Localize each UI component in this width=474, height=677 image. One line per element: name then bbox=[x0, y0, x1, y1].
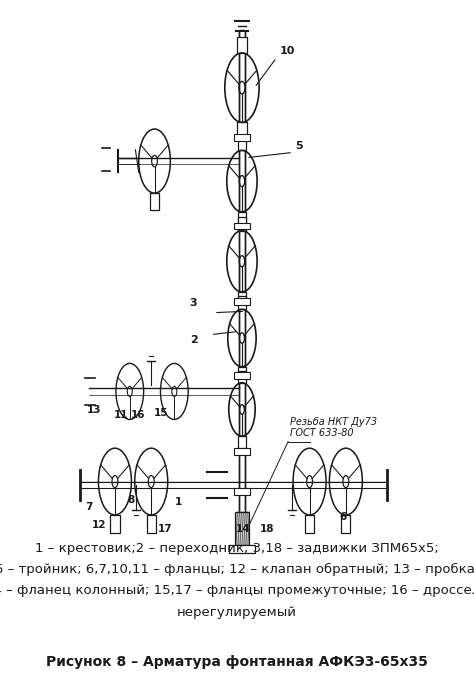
Bar bbox=[341, 515, 350, 533]
Bar bbox=[146, 515, 156, 533]
Bar bbox=[237, 217, 246, 230]
Text: 14 – фланец колонный; 15,17 – фланцы промежуточные; 16 – дроссель: 14 – фланец колонный; 15,17 – фланцы про… bbox=[0, 584, 474, 597]
Bar bbox=[150, 193, 159, 210]
Text: Резьба НКТ Ду73
ГОСТ 633-80: Резьба НКТ Ду73 ГОСТ 633-80 bbox=[290, 416, 377, 438]
Text: 5: 5 bbox=[295, 141, 302, 151]
Bar bbox=[237, 292, 246, 306]
Bar bbox=[238, 371, 246, 383]
Text: 12: 12 bbox=[92, 520, 106, 529]
Bar bbox=[235, 512, 249, 545]
Bar bbox=[110, 515, 119, 533]
Text: 11: 11 bbox=[114, 410, 128, 420]
Bar bbox=[234, 223, 250, 230]
Text: 7: 7 bbox=[85, 502, 93, 512]
Bar bbox=[229, 545, 255, 553]
Text: 3: 3 bbox=[190, 298, 197, 308]
Text: 15: 15 bbox=[154, 408, 168, 418]
Text: 1 – крестовик;2 – переходник; 3,18 – задвижки ЗПМ65х5;: 1 – крестовик;2 – переходник; 3,18 – зад… bbox=[35, 542, 439, 554]
Bar bbox=[238, 436, 246, 448]
Bar bbox=[305, 515, 314, 533]
Text: 1: 1 bbox=[174, 497, 182, 507]
Bar bbox=[234, 372, 250, 378]
Text: 16: 16 bbox=[131, 410, 146, 420]
Text: Рисунок 8 – Арматура фонтанная АФКЭ3-65х35: Рисунок 8 – Арматура фонтанная АФКЭ3-65х… bbox=[46, 655, 428, 669]
Bar bbox=[234, 134, 250, 141]
Text: 10: 10 bbox=[280, 46, 295, 56]
Bar bbox=[238, 367, 246, 380]
Bar bbox=[238, 31, 245, 519]
Bar bbox=[234, 488, 250, 495]
Bar bbox=[237, 37, 247, 53]
Text: 13: 13 bbox=[87, 405, 102, 415]
Bar bbox=[237, 123, 247, 138]
Bar bbox=[237, 137, 246, 150]
Bar bbox=[234, 448, 250, 455]
Text: нерегулируемый: нерегулируемый bbox=[177, 606, 297, 619]
Bar bbox=[238, 297, 246, 309]
Bar bbox=[237, 212, 246, 225]
Text: 5 – тройник; 6,7,10,11 – фланцы; 12 – клапан обратный; 13 – пробка;: 5 – тройник; 6,7,10,11 – фланцы; 12 – кл… bbox=[0, 563, 474, 576]
Text: 14: 14 bbox=[236, 523, 251, 533]
Text: 6: 6 bbox=[339, 512, 346, 521]
Text: 8: 8 bbox=[128, 495, 135, 505]
Bar bbox=[82, 481, 385, 488]
Text: 2: 2 bbox=[190, 334, 197, 345]
Bar bbox=[234, 298, 250, 305]
Text: 17: 17 bbox=[158, 523, 173, 533]
Text: 18: 18 bbox=[260, 523, 274, 533]
